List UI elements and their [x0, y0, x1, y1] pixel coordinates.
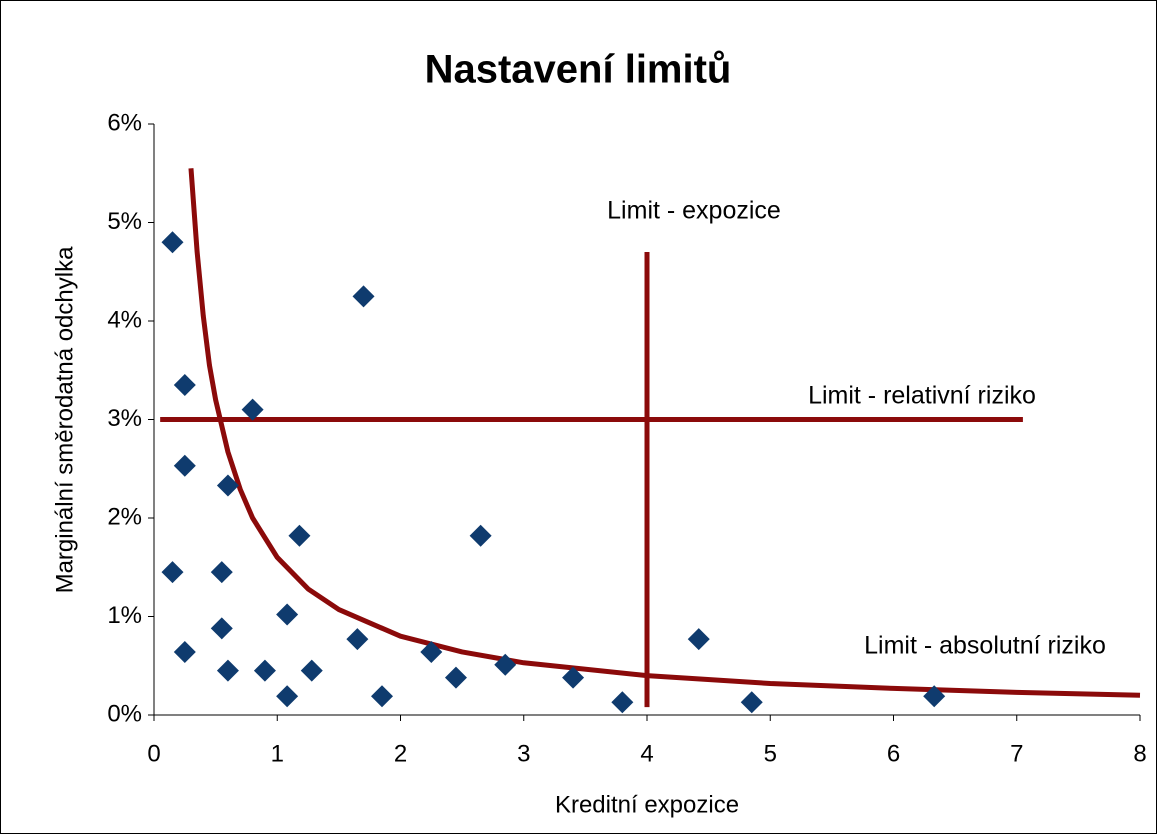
y-tick-label: 2%	[107, 503, 142, 530]
data-point	[288, 524, 311, 547]
x-tick-label: 8	[1133, 740, 1146, 767]
data-point	[161, 561, 184, 584]
data-point	[352, 285, 375, 308]
data-point	[469, 524, 492, 547]
x-tick-label: 4	[640, 740, 653, 767]
y-tick-label: 6%	[107, 109, 142, 136]
x-tick-label: 7	[1010, 740, 1023, 767]
y-tick-label: 4%	[107, 306, 142, 333]
data-point	[253, 659, 276, 682]
data-point	[276, 603, 299, 626]
data-point	[687, 628, 710, 651]
y-axis-label: Marginální směrodatná odchylka	[51, 246, 78, 594]
x-tick-label: 3	[517, 740, 530, 767]
data-point	[611, 691, 634, 714]
x-tick-label: 5	[764, 740, 777, 767]
y-tick-label: 1%	[107, 602, 142, 629]
data-point	[923, 685, 946, 708]
data-point	[740, 691, 763, 714]
data-point	[173, 374, 196, 397]
data-point	[346, 628, 369, 651]
data-point	[161, 231, 184, 254]
data-point	[562, 666, 585, 689]
annotation: Limit - expozice	[607, 197, 781, 225]
x-axis-label: Kreditní expozice	[555, 791, 739, 818]
limit-line	[188, 168, 1141, 698]
chart-title: Nastavení limitů	[425, 48, 732, 92]
data-point	[210, 561, 233, 584]
annotation: Limit - relativní riziko	[808, 382, 1036, 410]
data-point	[276, 685, 299, 708]
annotation: Limit - absolutní riziko	[864, 632, 1106, 660]
y-tick-label: 3%	[107, 405, 142, 432]
data-point	[420, 640, 443, 663]
x-tick-label: 6	[887, 740, 900, 767]
data-point	[444, 666, 467, 689]
data-point	[173, 454, 196, 477]
y-tick-label: 5%	[107, 208, 142, 235]
data-point	[494, 653, 517, 676]
x-tick-label: 0	[147, 740, 160, 767]
x-tick-label: 1	[271, 740, 284, 767]
data-point	[210, 617, 233, 640]
data-point	[241, 398, 264, 421]
data-point	[216, 659, 239, 682]
data-point	[173, 640, 196, 663]
data-point	[216, 474, 239, 497]
y-tick-label: 0%	[107, 700, 142, 727]
data-point	[300, 659, 323, 682]
data-point	[371, 685, 394, 708]
x-tick-label: 2	[394, 740, 407, 767]
